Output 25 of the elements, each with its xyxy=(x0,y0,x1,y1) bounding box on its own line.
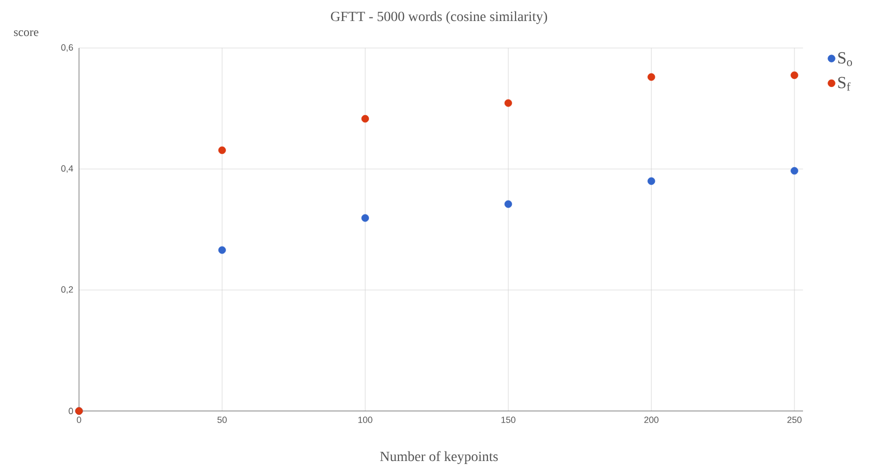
point xyxy=(648,177,656,185)
legend-label: S$_{o}$ xyxy=(838,52,852,66)
x-tick-label: 150 xyxy=(501,416,516,423)
point xyxy=(218,246,226,254)
y-tick-label: 0 xyxy=(68,408,74,414)
y-tick-label: 0,6 xyxy=(61,44,73,52)
point xyxy=(361,114,369,123)
x-axis-title: Number of keypoints xyxy=(380,451,498,464)
point xyxy=(648,73,656,81)
y-axis-title: score xyxy=(14,30,38,36)
point xyxy=(504,99,512,107)
x-tick-label: 0 xyxy=(76,416,82,423)
y-tick-label: 0,4 xyxy=(61,165,74,173)
point xyxy=(361,214,369,222)
point xyxy=(790,167,798,175)
chart-title: GFTT - 5000 words (cosine similarity) xyxy=(330,11,548,24)
x-tick-label: 100 xyxy=(358,416,372,423)
y-tick-label: 0,2 xyxy=(61,286,73,294)
point xyxy=(504,200,512,208)
x-tick-label: 200 xyxy=(644,416,658,423)
point xyxy=(218,146,226,154)
point xyxy=(790,71,798,80)
x-tick-label: 250 xyxy=(787,416,802,423)
x-tick-label: 50 xyxy=(217,416,227,423)
legend-label: S$_{f}$ xyxy=(838,76,850,91)
